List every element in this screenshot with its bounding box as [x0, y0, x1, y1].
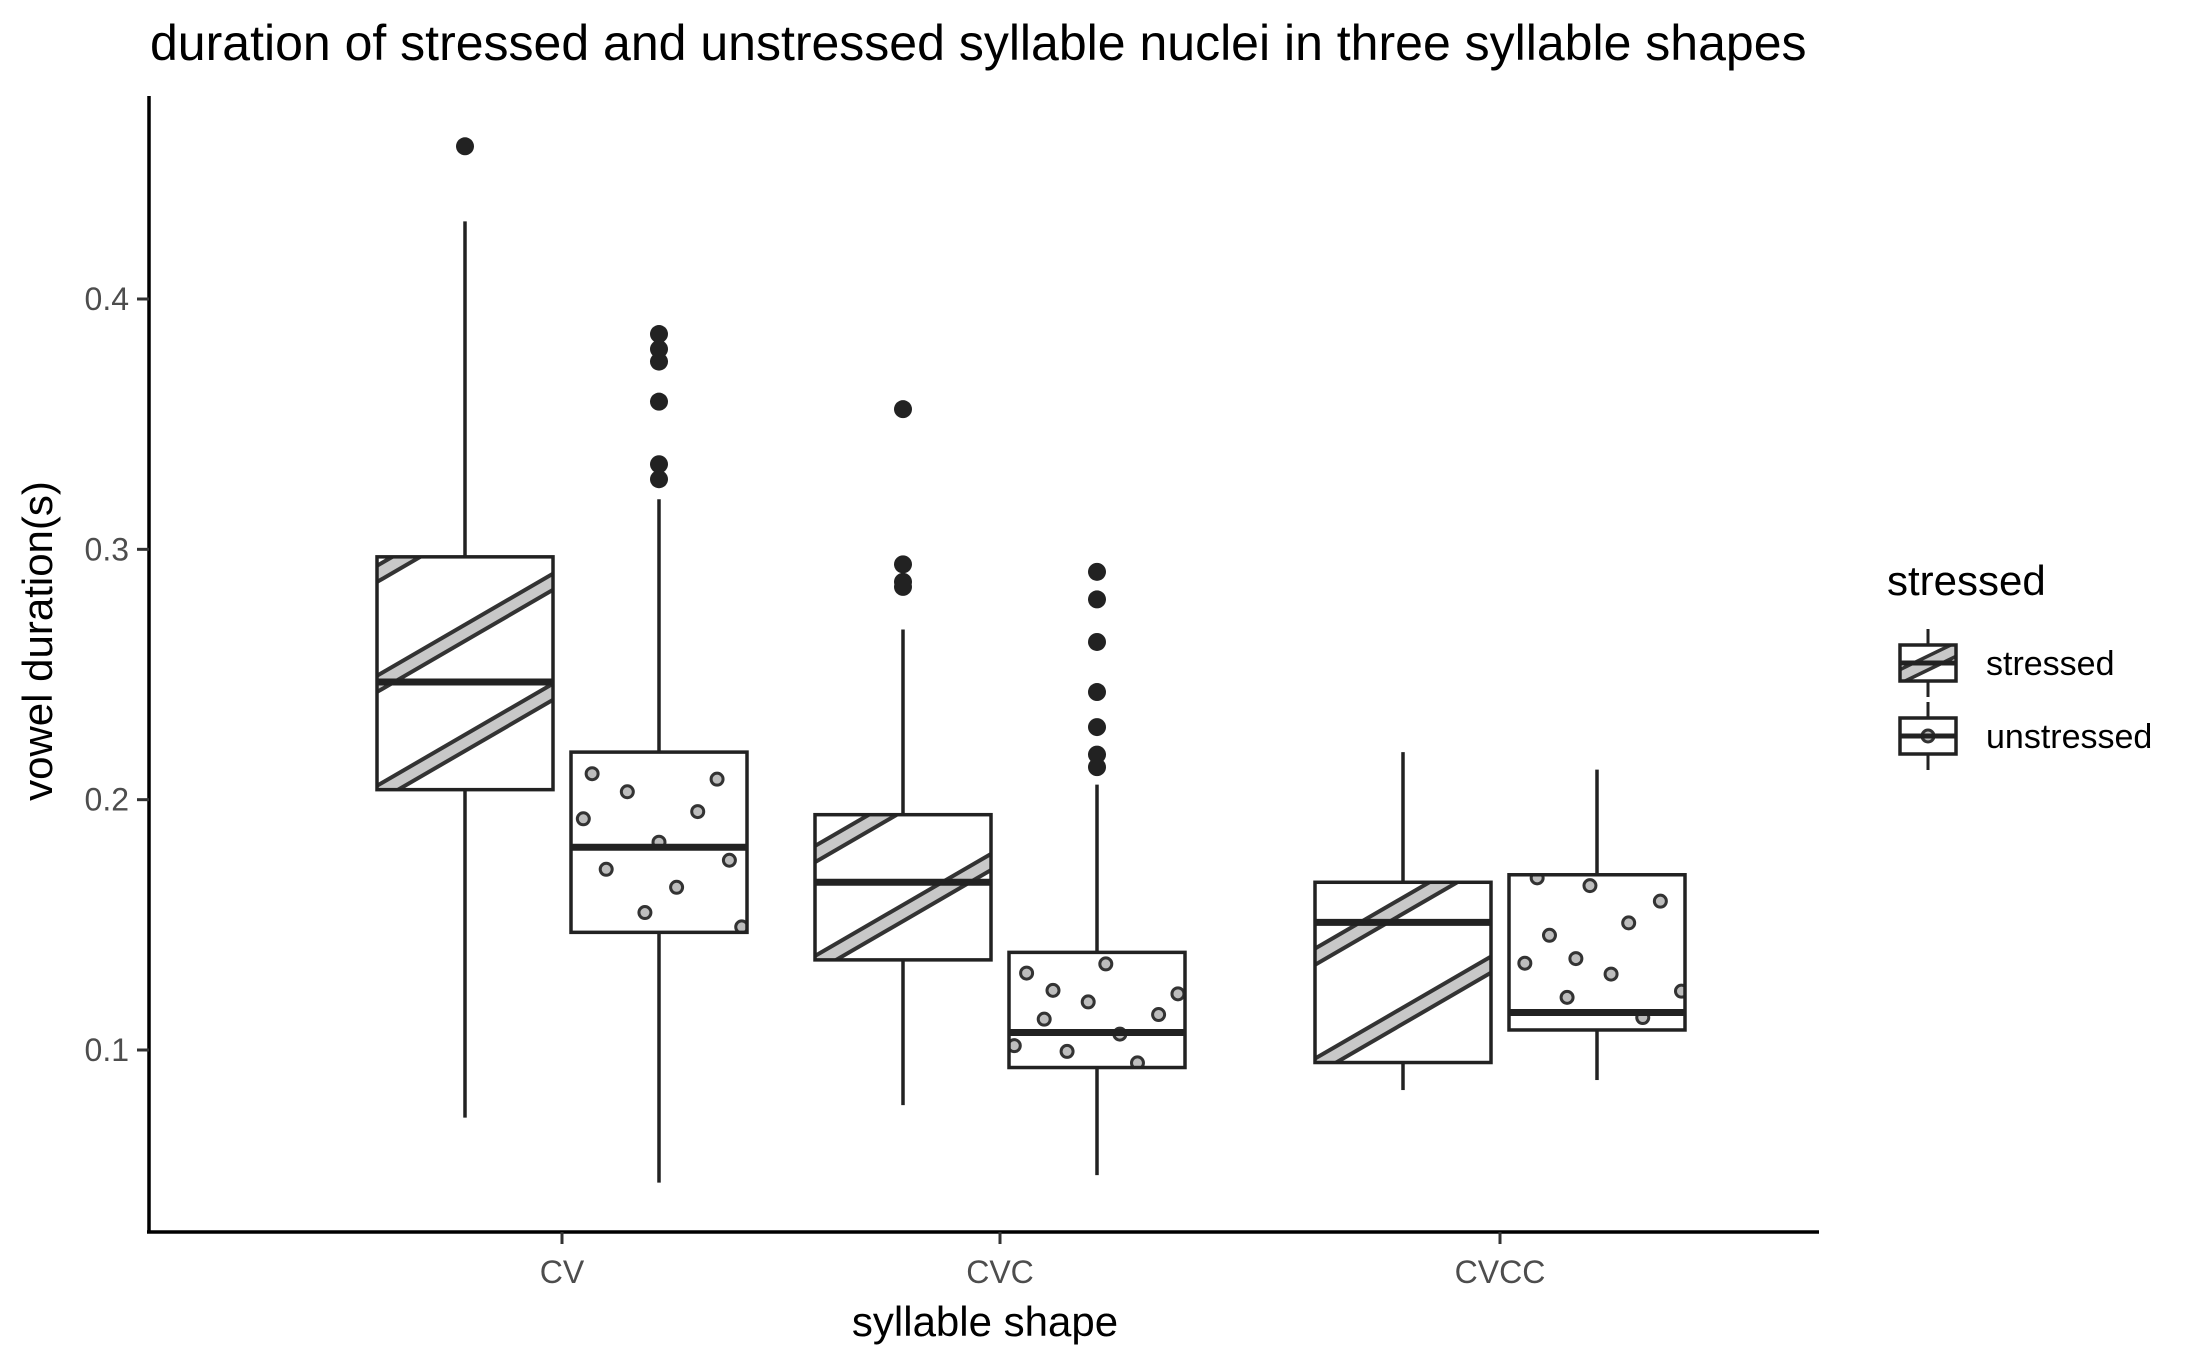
box-cvc-stressed — [813, 400, 993, 1106]
outlier-point — [894, 400, 912, 419]
x-tick-label: CVC — [966, 1254, 1034, 1290]
plot-area — [375, 137, 1687, 1183]
chart-title: duration of stressed and unstressed syll… — [150, 15, 1807, 71]
outlier-point — [894, 555, 912, 574]
box-hatch — [377, 556, 553, 790]
y-tick-label: 0.2 — [85, 782, 129, 818]
y-tick-label: 0.3 — [85, 531, 129, 567]
x-tick-label: CVCC — [1455, 1254, 1546, 1290]
outlier-point — [650, 470, 668, 489]
box-hatch — [815, 814, 991, 960]
legend-item-unstressed: unstressed — [1898, 702, 2152, 770]
outlier-point — [456, 137, 474, 156]
box-dots — [1009, 956, 1185, 1068]
y-tick-label: 0.1 — [85, 1032, 129, 1068]
outlier-point — [650, 325, 668, 344]
box-outline — [1007, 950, 1187, 1070]
outlier-point — [1088, 745, 1106, 764]
outlier-point — [650, 352, 668, 371]
outlier-point — [1088, 632, 1106, 651]
box-outline — [1313, 880, 1493, 1065]
outlier-point — [1088, 683, 1106, 702]
box-dots — [575, 766, 747, 933]
box-cvcc-unstressed — [1507, 769, 1687, 1081]
outlier-point — [650, 340, 668, 359]
y-axis-label: vowel duration(s) — [14, 481, 61, 801]
x-tick-label: CV — [540, 1254, 585, 1290]
box-outline — [375, 555, 555, 792]
legend-label: unstressed — [1986, 718, 2152, 756]
box-cv-unstressed — [569, 325, 749, 1183]
outlier-point — [1088, 758, 1106, 777]
box-cvc-unstressed — [1007, 562, 1187, 1176]
box-outline — [813, 812, 993, 962]
box-cv-stressed — [375, 137, 555, 1118]
legend-title: stressed — [1887, 557, 2046, 604]
box-cvcc-stressed — [1313, 752, 1493, 1091]
box-outline — [569, 750, 749, 935]
outlier-point — [894, 572, 912, 591]
outlier-point — [1088, 562, 1106, 581]
x-axis-label: syllable shape — [852, 1298, 1118, 1345]
legend-label: stressed — [1986, 645, 2115, 683]
legend-item-stressed: stressed — [1898, 629, 2115, 697]
y-tick-label: 0.4 — [85, 281, 129, 317]
box-hatch — [1315, 882, 1491, 1063]
outlier-point — [650, 392, 668, 411]
outlier-point — [650, 455, 668, 474]
outlier-point — [1088, 590, 1106, 609]
axes: 0.1 0.2 0.3 0.4 CV CVC CVCC — [85, 96, 1819, 1290]
box-outline — [1507, 873, 1687, 1032]
outlier-point — [1088, 718, 1106, 737]
legend: stressed stressed unstressed — [1887, 557, 2152, 770]
